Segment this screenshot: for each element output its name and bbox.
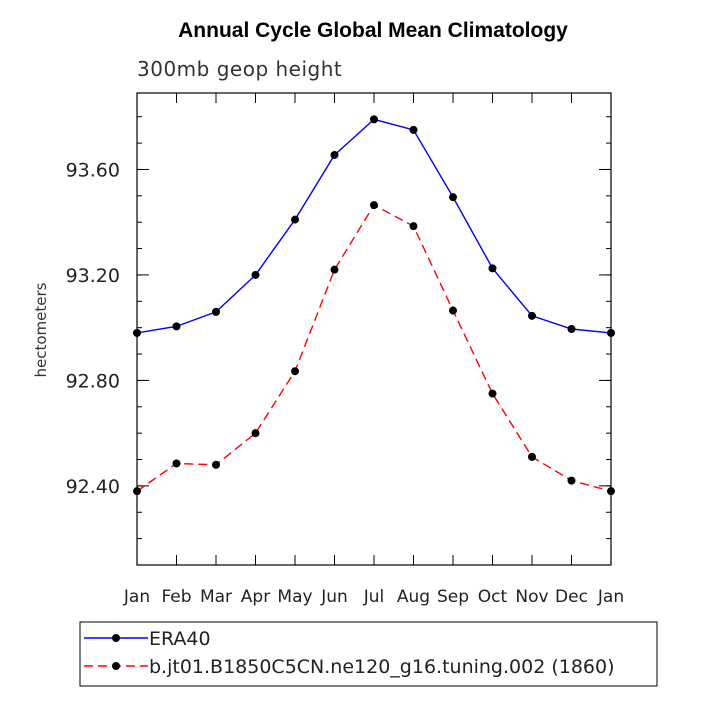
series-line <box>136 118 612 334</box>
legend-label: ERA40 <box>149 628 211 650</box>
data-point <box>607 328 615 337</box>
series-line <box>136 204 612 492</box>
x-tick-label: Oct <box>478 587 508 607</box>
data-point <box>172 459 181 468</box>
y-tick-label: 93.60 <box>66 159 120 181</box>
data-point <box>251 429 260 438</box>
data-point <box>409 125 418 134</box>
x-tick-label: Jul <box>363 587 385 607</box>
x-tick-label: Mar <box>200 587 232 607</box>
legend-marker <box>112 662 120 670</box>
data-point <box>172 322 181 331</box>
data-point <box>291 215 299 224</box>
data-point <box>212 460 220 469</box>
x-tick-label: Feb <box>161 587 191 607</box>
legend-label: b.jt01.B1850C5CN.ne120_g16.tuning.002 (1… <box>149 656 615 678</box>
data-point <box>449 193 457 202</box>
data-point <box>370 115 378 124</box>
data-point <box>133 328 141 337</box>
data-point <box>330 150 339 159</box>
data-point <box>567 476 576 485</box>
data-point <box>567 325 576 333</box>
data-point <box>488 389 497 398</box>
x-tick-label: Apr <box>241 587 270 607</box>
legend-box <box>79 621 658 687</box>
legend-marker <box>112 634 120 642</box>
data-point <box>330 265 339 274</box>
series-layer <box>133 115 615 496</box>
chart-subtitle: 300mb geop height <box>137 57 342 81</box>
x-tick-label: May <box>277 587 312 607</box>
data-point <box>488 264 497 273</box>
data-point <box>607 487 615 496</box>
x-tick-label: Sep <box>437 587 469 607</box>
x-tick-label: Jan <box>597 587 624 607</box>
data-point <box>528 311 536 320</box>
plot-frame <box>136 92 612 566</box>
data-point <box>291 367 299 376</box>
y-axis-label: hectometers <box>32 282 50 377</box>
x-tick-label: Dec <box>555 587 588 607</box>
chart-title: Annual Cycle Global Mean Climatology <box>178 19 568 42</box>
axis-ticks: Jan Feb Mar Apr May Jun Jul Aug Sep Oct Nov Dec Jan 9… <box>66 93 624 607</box>
data-point <box>212 307 220 316</box>
x-tick-label: Jun <box>320 587 348 607</box>
data-point <box>409 222 418 231</box>
legend: ERA40 b.jt01.B1850C5CN.ne120_g16.tuning.0… <box>84 628 615 678</box>
x-tick-label: Aug <box>397 587 430 607</box>
data-point <box>251 270 260 279</box>
x-tick-label: Nov <box>515 587 548 607</box>
data-point <box>133 487 141 496</box>
y-tick-label: 92.40 <box>66 476 120 498</box>
data-point <box>370 201 378 210</box>
y-tick-label: 93.20 <box>66 265 120 287</box>
data-point <box>528 452 536 461</box>
data-point <box>449 306 457 315</box>
x-tick-label: Jan <box>123 587 150 607</box>
y-tick-label: 92.80 <box>66 370 120 392</box>
